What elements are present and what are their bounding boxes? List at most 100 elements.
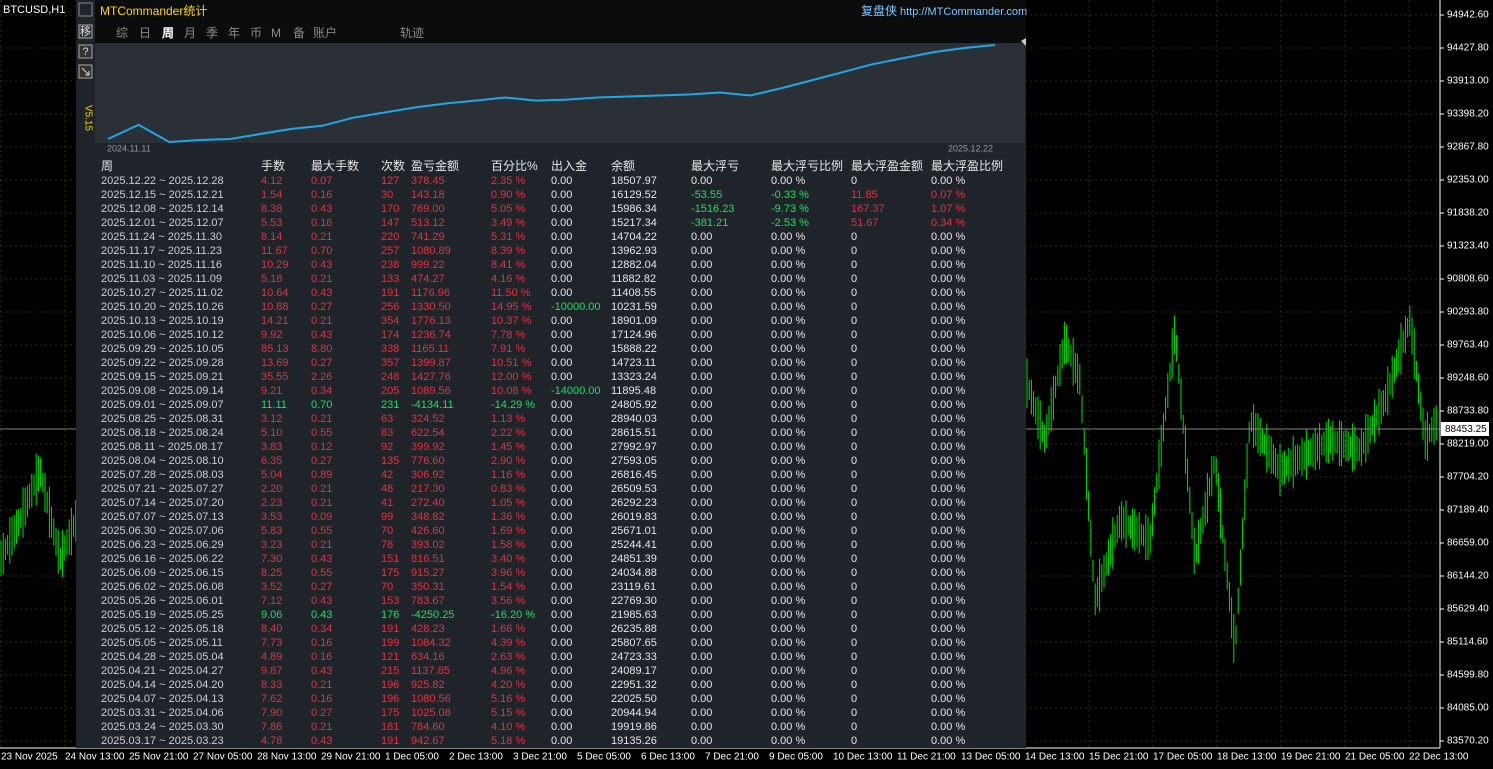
table-cell: 9.92 (261, 329, 282, 341)
table-header: 次数 (381, 158, 405, 173)
table-cell: 0.00 % (771, 707, 805, 719)
table-cell: 0.43 (311, 609, 332, 621)
table-cell: 0.00 % (771, 483, 805, 495)
table-cell: 11882.82 (611, 273, 656, 285)
table-cell: 92 (381, 441, 393, 453)
side-button[interactable]: 移 (80, 25, 91, 38)
table-cell: 0.43 (311, 329, 332, 341)
table-cell: 816.51 (411, 553, 445, 565)
week-cell: 2025.05.26 ~ 2025.06.01 (101, 595, 224, 607)
button-frame[interactable] (78, 44, 93, 59)
table-cell: 0.00 % (931, 665, 965, 677)
table-cell: 0.00 % (931, 371, 965, 383)
table-cell: 0 (851, 287, 857, 299)
tab[interactable]: 账户 (313, 25, 337, 40)
table-cell: 0.00 % (931, 679, 965, 691)
time-label: 25 Nov 21:00 (129, 752, 189, 763)
table-cell: 8.39 % (491, 245, 525, 257)
table-cell: 0.00 (551, 693, 572, 705)
week-cell: 2025.12.15 ~ 2025.12.21 (101, 189, 224, 201)
tab[interactable]: 币 (250, 26, 262, 40)
url[interactable]: http://MTCommander.com (900, 6, 1027, 18)
table-cell: 51.67 (851, 217, 879, 229)
icon (81, 67, 90, 76)
table-cell: 10.29 (261, 259, 289, 271)
table-cell: 0.55 (311, 427, 332, 439)
table-cell: 0.00 (551, 539, 572, 551)
table-cell: 8.40 (261, 623, 282, 635)
table-cell: 0 (851, 385, 857, 397)
tab[interactable]: 综 (116, 26, 128, 40)
tab[interactable]: 轨迹 (400, 26, 424, 40)
table-cell: 0 (851, 665, 857, 677)
current-price: 88453.25 (1445, 424, 1487, 435)
time-label: 21 Dec 05:00 (1345, 752, 1405, 763)
table-cell: 24089.17 (611, 665, 657, 677)
table-cell: 7.30 (261, 553, 282, 565)
table-cell: 8.33 (261, 679, 282, 691)
table-cell: 0.00 % (771, 371, 805, 383)
table-cell: 11895.48 (611, 385, 656, 397)
table-cell: 0 (851, 413, 857, 425)
table-cell: 7.86 (261, 721, 282, 733)
table-cell: 0.00 (691, 315, 712, 327)
time-label: 19 Dec 21:00 (1281, 752, 1341, 763)
table-header: 盈亏金额 (411, 158, 459, 173)
table-cell: 0.00 (551, 679, 572, 691)
table-cell: 1084.32 (411, 637, 451, 649)
tab[interactable]: 月 (184, 26, 196, 40)
table-cell: 175 (381, 567, 399, 579)
table-cell: 0.16 (311, 651, 332, 663)
tab[interactable]: 备 (293, 26, 305, 40)
table-cell: 0.00 (551, 329, 572, 341)
table-cell: 942.67 (411, 735, 445, 747)
table-cell: 0.00 (691, 483, 712, 495)
price-label: 86659.00 (1447, 538, 1489, 549)
tabs: 综日周月季年币 M 备账户 轨迹 (116, 25, 424, 40)
table-cell: 0.00 % (771, 175, 805, 187)
table-cell: 3.23 (261, 539, 282, 551)
tab[interactable]: 周 (162, 26, 174, 40)
side-button[interactable]: ? (82, 46, 88, 58)
table-cell: 306.92 (411, 469, 445, 481)
table-cell: 0 (851, 595, 857, 607)
tab[interactable]: 年 (228, 26, 240, 40)
table-cell: 0 (851, 357, 857, 369)
table-cell: 769.00 (411, 203, 445, 215)
table-cell: 0.00 % (771, 469, 805, 481)
table-cell: 0 (851, 231, 857, 243)
time-label: 18 Dec 13:00 (1217, 752, 1277, 763)
table-cell: 0.34 (311, 623, 332, 635)
time-label: 5 Dec 05:00 (577, 752, 631, 763)
week-cell: 2025.11.10 ~ 2025.11.16 (101, 259, 222, 271)
table-cell: 5.83 (261, 525, 282, 537)
time-label: 15 Dec 21:00 (1089, 752, 1149, 763)
table-cell: 0.00 % (931, 329, 965, 341)
table-cell: 1.16 % (491, 469, 525, 481)
table-cell: 0.21 (311, 315, 332, 327)
table-cell: 0.00 (551, 189, 572, 201)
tab[interactable]: 季 (206, 26, 218, 40)
table-cell: 0 (851, 539, 857, 551)
price-label: 87189.40 (1447, 505, 1489, 516)
table-cell: 0.00 % (931, 497, 965, 509)
button-frame[interactable] (78, 24, 93, 39)
table-cell: 10.08 % (491, 385, 532, 397)
table-cell: 4.96 % (491, 665, 525, 677)
table-cell: 170 (381, 203, 399, 215)
table-cell: 0.00 (551, 665, 572, 677)
button-frame[interactable] (78, 2, 93, 17)
table-cell: 0.90 % (491, 189, 525, 201)
table-cell: 0.00 (551, 231, 572, 243)
time-label: 3 Dec 21:00 (513, 752, 567, 763)
table-cell: 0.00 (551, 245, 572, 257)
tab[interactable]: 日 (139, 26, 151, 40)
table-cell: 0.27 (311, 357, 332, 369)
week-cell: 2025.08.25 ~ 2025.08.31 (101, 413, 224, 425)
tab[interactable]: M (271, 26, 281, 40)
table-cell: 0.00 (551, 721, 572, 733)
table-cell: -53.55 (691, 189, 722, 201)
table-cell: 0.00 (691, 469, 712, 481)
equity-line (107, 44, 996, 144)
table-cell: 8.14 (261, 231, 282, 243)
